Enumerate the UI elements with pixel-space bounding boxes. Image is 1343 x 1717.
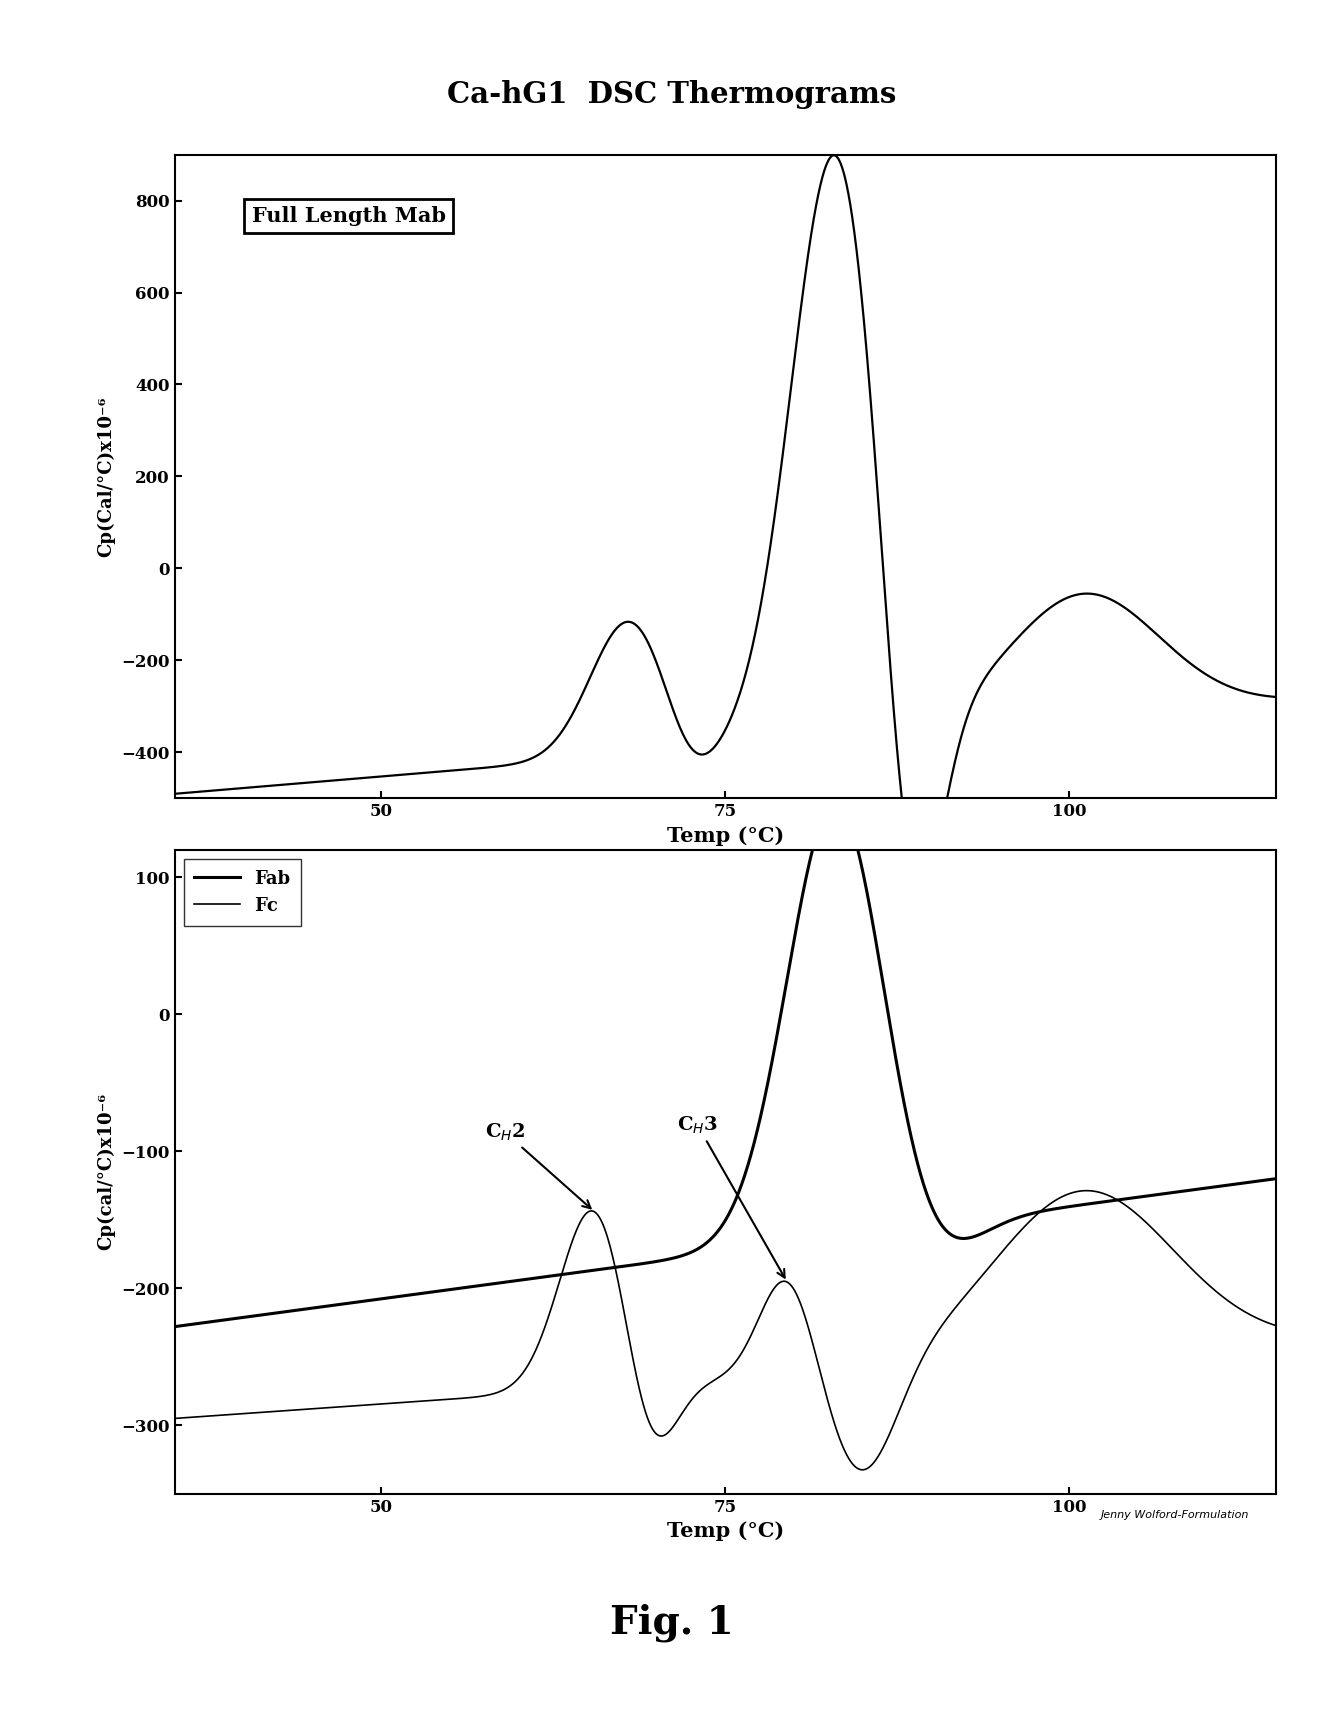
Fab <box>357 1291 373 1312</box>
Text: Full Length Mab: Full Length Mab <box>251 206 446 227</box>
X-axis label: Temp (°C): Temp (°C) <box>666 1521 784 1542</box>
Fc <box>854 1459 870 1480</box>
X-axis label: Temp (°C): Temp (°C) <box>666 826 784 846</box>
Fc <box>1078 1180 1095 1200</box>
Line: Fc: Fc <box>175 1190 1276 1470</box>
Fab <box>1268 1168 1284 1188</box>
Fab <box>588 1260 604 1281</box>
Text: Fig. 1: Fig. 1 <box>610 1604 733 1641</box>
Fc <box>1128 1204 1144 1224</box>
Fc <box>293 1399 309 1420</box>
Fab <box>167 1317 183 1338</box>
Fc <box>167 1408 183 1429</box>
Fc <box>588 1204 604 1224</box>
Y-axis label: Cp(cal/°C)x10⁻⁶: Cp(cal/°C)x10⁻⁶ <box>98 1094 115 1250</box>
Fab <box>827 792 843 812</box>
Y-axis label: Cp(Cal/°C)x10⁻⁶: Cp(Cal/°C)x10⁻⁶ <box>98 397 115 556</box>
Fc <box>1268 1315 1284 1336</box>
Fab <box>1128 1186 1144 1207</box>
Fc <box>357 1394 373 1415</box>
Line: Fab: Fab <box>175 802 1276 1327</box>
Text: C$_H$2: C$_H$2 <box>485 1121 591 1209</box>
Text: Jenny Wolford-Formulation: Jenny Wolford-Formulation <box>1101 1509 1249 1520</box>
Text: Ca-hG1  DSC Thermograms: Ca-hG1 DSC Thermograms <box>447 81 896 108</box>
Fab <box>637 1253 653 1274</box>
Fab <box>1246 1171 1262 1192</box>
Legend: Fab, Fc: Fab, Fc <box>184 858 301 925</box>
Fc <box>1246 1307 1262 1327</box>
Fc <box>637 1399 653 1420</box>
Fab <box>293 1300 309 1320</box>
Text: C$_H$3: C$_H$3 <box>677 1114 784 1277</box>
